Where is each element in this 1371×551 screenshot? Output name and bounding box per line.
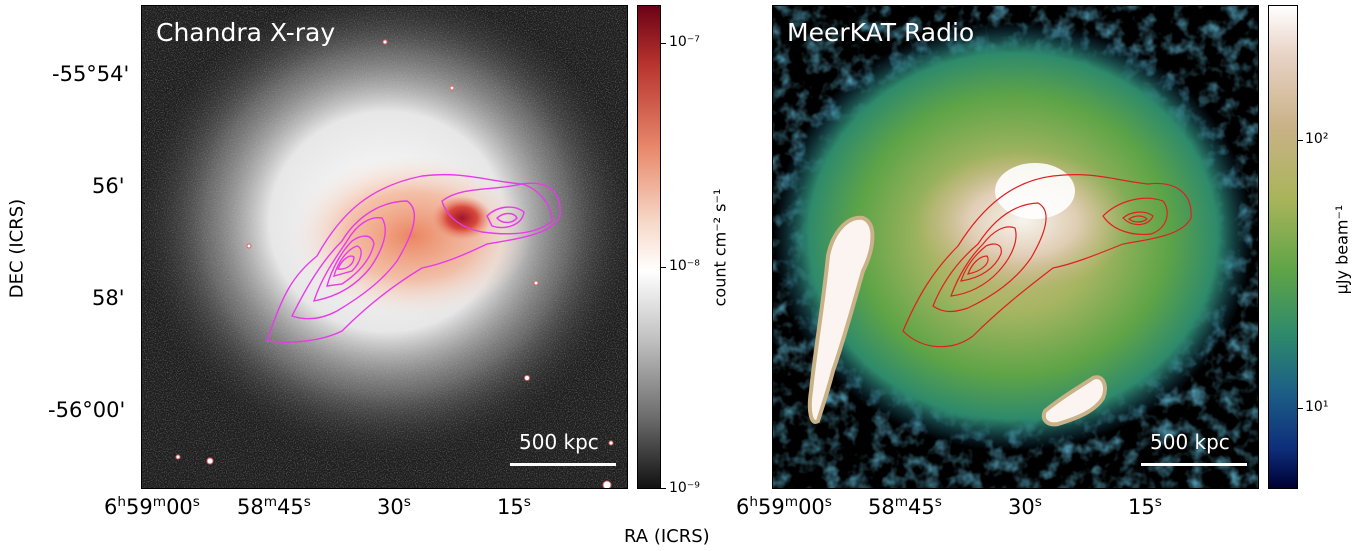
radio-image	[773, 6, 1258, 488]
xray-scale-bar-label: 500 kpc	[519, 430, 599, 454]
radio-panel-title: MeerKAT Radio	[787, 18, 975, 47]
xray-colorbar	[637, 5, 661, 489]
ra-left-tick-1: 6h59m00s	[104, 494, 200, 519]
ra-left-tick-2: 58m45s	[237, 494, 311, 519]
radio-scale-bar	[1141, 463, 1247, 466]
radio-colorbar-tick-2: 10¹	[1305, 399, 1329, 415]
radio-scale-bar-label: 500 kpc	[1150, 430, 1230, 454]
xray-colorbar-tick-3: 10⁻⁹	[669, 480, 700, 496]
radio-colorbar	[1268, 5, 1298, 489]
ra-right-tick-2: 58m45s	[868, 494, 942, 519]
dec-tick-4: -56°00'	[48, 398, 126, 422]
radio-image-panel: MeerKAT Radio 500 kpc	[772, 5, 1259, 489]
xray-colorbar-tick-2: 10⁻⁸	[669, 258, 700, 274]
ra-right-tick-4: 15s	[1128, 494, 1162, 519]
radio-colorbar-label: μJy beam⁻¹	[1332, 204, 1352, 295]
xray-image	[142, 6, 627, 488]
ra-right-tick-1: 6h59m00s	[736, 494, 832, 519]
xray-image-panel: Chandra X-ray 500 kpc	[141, 5, 628, 489]
dec-tick-2: 56'	[92, 174, 125, 198]
xray-colorbar-label: count cm⁻² s⁻¹	[710, 188, 730, 307]
x-axis-title: RA (ICRS)	[624, 526, 710, 547]
y-axis-title: DEC (ICRS)	[6, 198, 28, 299]
dec-tick-3: 58'	[92, 286, 125, 310]
ra-left-tick-4: 15s	[497, 494, 531, 519]
radio-colorbar-tick-1: 10²	[1305, 131, 1329, 147]
xray-panel-title: Chandra X-ray	[156, 18, 336, 47]
ra-right-tick-3: 30s	[1008, 494, 1042, 519]
ra-left-tick-3: 30s	[377, 494, 411, 519]
xray-scale-bar	[510, 463, 616, 466]
xray-colorbar-tick-1: 10⁻⁷	[669, 34, 700, 50]
dec-tick-1: -55°54'	[52, 62, 130, 86]
